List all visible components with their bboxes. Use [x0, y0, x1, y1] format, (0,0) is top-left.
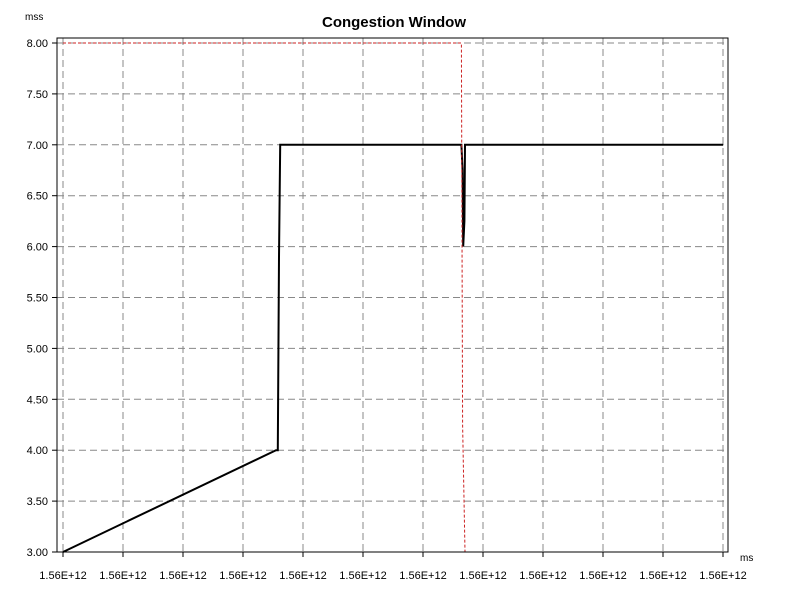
- x-axis-ticks: 1.56E+12 1.56E+12 1.56E+12 1.56E+12 1.56E+12…: [39, 552, 747, 582]
- x-tick-label: 1.56E+12: [639, 570, 686, 582]
- y-tick-label: 6.50: [27, 191, 48, 203]
- chart-title: Congestion Window: [322, 14, 466, 31]
- series: [62, 42, 723, 553]
- y-tick-label: 5.50: [27, 293, 48, 305]
- y-tick-label: 3.50: [27, 496, 48, 508]
- x-tick-label: 1.56E+12: [99, 570, 146, 582]
- x-tick-label: 1.56E+12: [39, 570, 86, 582]
- y-tick-label: 7.50: [27, 89, 48, 101]
- x-tick-label: 1.56E+12: [459, 570, 506, 582]
- y-tick-label: 8.00: [27, 38, 48, 50]
- x-tick-label: 1.56E+12: [579, 570, 626, 582]
- y-tick-label: 3.00: [27, 547, 48, 559]
- series-line-dashed: [63, 42, 723, 553]
- y-tick-label: 5.00: [27, 343, 48, 355]
- y-tick-label: 7.00: [27, 140, 48, 152]
- x-tick-label: 1.56E+12: [219, 570, 266, 582]
- grid: [57, 38, 728, 553]
- x-tick-label: 1.56E+12: [519, 570, 566, 582]
- y-tick-label: 6.00: [27, 242, 48, 254]
- y-tick-label: 4.50: [27, 394, 48, 406]
- y-axis-unit-label: mss: [25, 12, 43, 23]
- y-tick-label: 4.00: [27, 445, 48, 457]
- x-axis-unit-label: ms: [740, 553, 753, 564]
- x-tick-label: 1.56E+12: [339, 570, 386, 582]
- plot-frame: [56, 37, 729, 553]
- x-tick-label: 1.56E+12: [279, 570, 326, 582]
- x-tick-label: 1.56E+12: [699, 570, 746, 582]
- x-tick-label: 1.56E+12: [159, 570, 206, 582]
- x-tick-label: 1.56E+12: [399, 570, 446, 582]
- y-axis-ticks: 3.00 3.50 4.00 4.50 5.00 5.50 6.00 6.50 7.00 7.50…: [27, 38, 57, 559]
